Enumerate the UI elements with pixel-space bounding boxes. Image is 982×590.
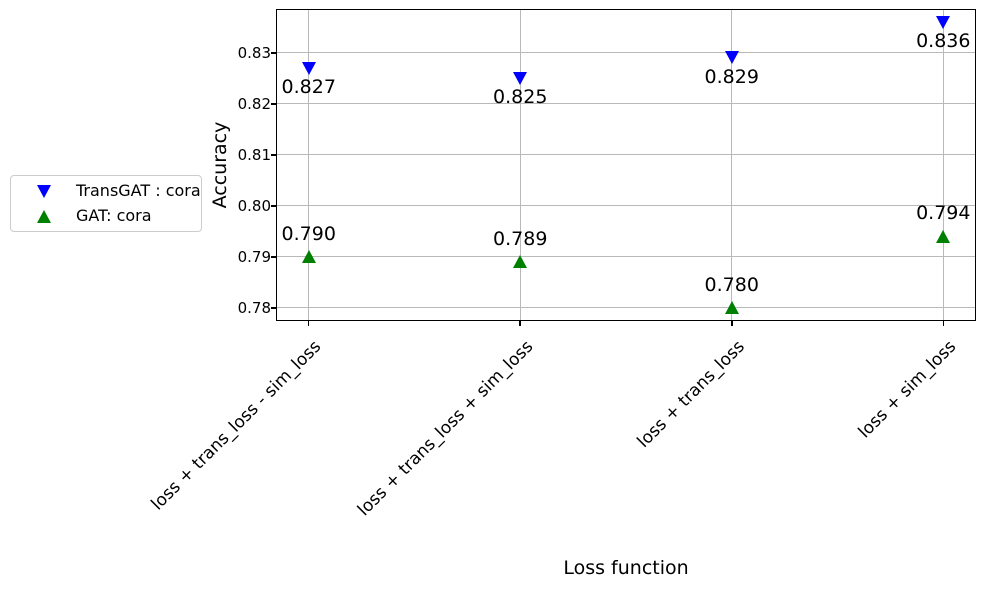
gridline-horizontal <box>277 205 975 207</box>
y-axis-title: Accuracy <box>209 121 231 209</box>
gridline-horizontal <box>277 103 975 105</box>
gridline-vertical <box>308 10 310 320</box>
y-tick-label: 0.81 <box>237 145 271 164</box>
point-label: 0.829 <box>704 65 759 88</box>
x-tick-label: loss + trans_loss <box>633 336 749 452</box>
legend-label: TransGAT : cora <box>76 181 201 200</box>
y-tick-mark <box>271 205 277 207</box>
gridline-vertical <box>731 10 733 320</box>
point-label: 0.827 <box>281 76 336 99</box>
y-tick-mark <box>271 307 277 309</box>
triangle-down-icon <box>37 184 51 198</box>
gridline-horizontal <box>277 307 975 309</box>
point-label: 0.789 <box>493 227 548 250</box>
y-tick-label: 0.83 <box>237 43 271 62</box>
point-label: 0.825 <box>493 86 548 109</box>
x-tick-mark <box>519 320 521 326</box>
gridline-horizontal <box>277 154 975 156</box>
plot-area <box>276 9 976 321</box>
data-point-marker <box>724 301 739 315</box>
y-tick-label: 0.78 <box>237 298 271 317</box>
y-tick-mark <box>271 154 277 156</box>
data-point-marker <box>724 51 739 65</box>
x-tick-label: loss + trans_loss + sim_loss <box>353 336 538 521</box>
legend-item: TransGAT : cora <box>37 182 201 200</box>
data-point-marker <box>301 250 316 264</box>
point-label: 0.790 <box>281 222 336 245</box>
y-tick-label: 0.82 <box>237 94 271 113</box>
triangle-up-icon <box>37 209 51 223</box>
gridline-vertical <box>942 10 944 320</box>
point-label: 0.794 <box>916 202 971 225</box>
y-tick-label: 0.80 <box>237 196 271 215</box>
x-tick-mark <box>731 320 733 326</box>
x-axis-title: Loss function <box>563 557 689 579</box>
data-point-marker <box>513 71 528 85</box>
data-point-marker <box>936 15 951 29</box>
gridline-vertical <box>519 10 521 320</box>
point-label: 0.780 <box>704 273 759 296</box>
y-tick-mark <box>271 52 277 54</box>
x-tick-label: loss + sim_loss <box>854 336 961 443</box>
x-tick-label: loss + trans_loss - sim_loss <box>147 336 326 515</box>
x-tick-mark <box>942 320 945 326</box>
data-point-marker <box>936 229 951 243</box>
data-point-marker <box>301 61 316 75</box>
legend-item: GAT: cora <box>37 207 201 225</box>
gridline-horizontal <box>277 52 975 54</box>
legend: TransGAT : cora GAT: cora <box>10 175 202 232</box>
point-label: 0.836 <box>916 30 971 53</box>
data-point-marker <box>513 255 528 269</box>
y-tick-label: 0.79 <box>237 247 271 266</box>
y-tick-mark <box>271 103 277 105</box>
x-tick-mark <box>307 320 310 326</box>
gridline-horizontal <box>277 256 975 258</box>
y-tick-mark <box>271 256 277 258</box>
legend-label: GAT: cora <box>76 206 152 225</box>
